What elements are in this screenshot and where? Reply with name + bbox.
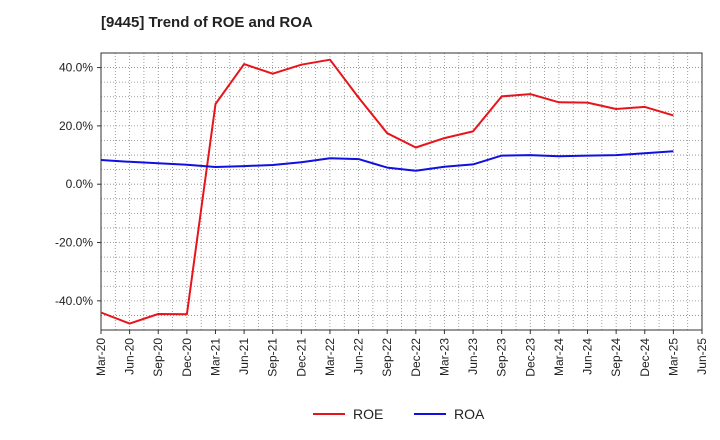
x-tick-label: Dec-24 (638, 338, 652, 377)
x-tick-label: Mar-24 (552, 338, 566, 376)
plot-border (100, 52, 703, 331)
x-tick-label: Sep-24 (609, 338, 623, 377)
x-tick-label: Mar-20 (94, 338, 108, 376)
series-line-roa (100, 150, 674, 172)
x-tick-label: Jun-25 (695, 338, 709, 375)
x-tick-label: Sep-23 (495, 338, 509, 377)
x-tick-label: Mar-25 (666, 338, 680, 376)
y-axis: 40.0% 20.0% 0.0% -20.0% -40.0% (55, 61, 101, 308)
legend-label-roe: ROE (353, 406, 383, 422)
chart-title: [9445] Trend of ROE and ROA (101, 14, 313, 31)
x-axis: Mar-20 Jun-20 Sep-20 Dec-20 Mar-21 Jun-21 Sep-… (94, 330, 709, 377)
x-tick-label: Sep-20 (151, 338, 165, 377)
x-tick-label: Jun-21 (237, 338, 251, 375)
y-tick-label: 20.0% (59, 119, 93, 133)
legend-label-roa: ROA (454, 406, 485, 422)
series-lines (100, 58, 674, 325)
x-tick-label: Jun-23 (466, 338, 480, 375)
x-tick-label: Sep-21 (266, 338, 280, 377)
series-line-roe (100, 58, 674, 325)
x-tick-label: Dec-22 (409, 338, 423, 377)
y-tick-label: 0.0% (66, 177, 94, 191)
x-tick-label: Mar-22 (323, 338, 337, 376)
x-tick-label: Dec-21 (294, 338, 308, 377)
x-tick-label: Jun-20 (123, 338, 137, 375)
y-tick-label: 40.0% (59, 61, 93, 75)
y-tick-label: -20.0% (55, 236, 93, 250)
legend: ROE ROA (313, 406, 485, 422)
x-tick-label: Jun-22 (352, 338, 366, 375)
x-tick-label: Dec-20 (180, 338, 194, 377)
y-tick-label: -40.0% (55, 294, 93, 308)
x-tick-label: Mar-23 (437, 338, 451, 376)
x-tick-label: Mar-21 (208, 338, 222, 376)
x-tick-label: Jun-24 (581, 338, 595, 375)
x-tick-label: Dec-23 (523, 338, 537, 377)
x-tick-label: Sep-22 (380, 338, 394, 377)
